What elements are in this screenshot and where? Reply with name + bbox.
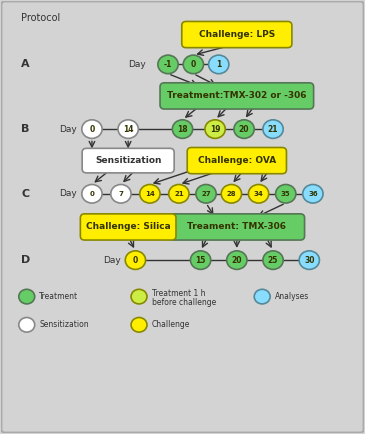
Circle shape — [254, 289, 270, 304]
Text: A: A — [21, 59, 30, 69]
Text: Challenge: LPS: Challenge: LPS — [199, 30, 275, 39]
Circle shape — [172, 120, 193, 138]
FancyBboxPatch shape — [160, 83, 314, 109]
Circle shape — [263, 251, 283, 270]
Text: Day: Day — [59, 189, 77, 198]
Text: Treatment:TMX-302 or -306: Treatment:TMX-302 or -306 — [167, 92, 307, 100]
Text: Protocol: Protocol — [21, 13, 61, 23]
Text: C: C — [21, 189, 30, 199]
Text: 25: 25 — [268, 256, 278, 265]
Circle shape — [131, 289, 147, 304]
Text: 30: 30 — [304, 256, 315, 265]
FancyBboxPatch shape — [187, 148, 287, 174]
Text: 0: 0 — [89, 191, 95, 197]
Text: D: D — [21, 255, 31, 265]
Circle shape — [205, 120, 225, 138]
Text: 0: 0 — [89, 125, 95, 134]
Text: Challenge: Challenge — [152, 320, 190, 329]
Text: Sensitization: Sensitization — [39, 320, 89, 329]
Text: 14: 14 — [123, 125, 134, 134]
Text: 15: 15 — [195, 256, 206, 265]
Circle shape — [303, 184, 323, 203]
Text: before challenge: before challenge — [152, 298, 216, 307]
FancyBboxPatch shape — [82, 148, 174, 173]
Text: 28: 28 — [227, 191, 236, 197]
Text: 0: 0 — [191, 60, 196, 69]
Text: 21: 21 — [268, 125, 278, 134]
Text: 20: 20 — [231, 256, 242, 265]
Text: 34: 34 — [254, 191, 264, 197]
Circle shape — [221, 184, 242, 203]
Text: Sensitization: Sensitization — [95, 156, 161, 165]
Text: Analyses: Analyses — [275, 292, 309, 301]
Circle shape — [299, 251, 319, 270]
Circle shape — [196, 184, 216, 203]
Text: 18: 18 — [177, 125, 188, 134]
Text: Day: Day — [103, 256, 120, 265]
Text: 14: 14 — [145, 191, 155, 197]
Circle shape — [82, 184, 102, 203]
Text: 27: 27 — [201, 191, 211, 197]
Text: 7: 7 — [119, 191, 123, 197]
Text: Treatment: Treatment — [39, 292, 78, 301]
Text: 36: 36 — [308, 191, 318, 197]
Circle shape — [276, 184, 296, 203]
Text: Day: Day — [59, 125, 77, 134]
Text: 0: 0 — [133, 256, 138, 265]
Text: 19: 19 — [210, 125, 220, 134]
Text: -1: -1 — [164, 60, 172, 69]
FancyBboxPatch shape — [169, 214, 304, 240]
Circle shape — [140, 184, 160, 203]
Text: B: B — [21, 124, 30, 134]
Text: Challenge: OVA: Challenge: OVA — [198, 156, 276, 165]
Circle shape — [249, 184, 269, 203]
Circle shape — [234, 120, 254, 138]
Circle shape — [191, 251, 211, 270]
Text: 21: 21 — [174, 191, 184, 197]
Text: 1: 1 — [216, 60, 221, 69]
FancyBboxPatch shape — [182, 21, 292, 48]
FancyBboxPatch shape — [80, 214, 176, 240]
Circle shape — [19, 318, 35, 332]
Circle shape — [208, 55, 229, 74]
Text: Day: Day — [128, 60, 146, 69]
Circle shape — [19, 289, 35, 304]
Circle shape — [169, 184, 189, 203]
Circle shape — [183, 55, 204, 74]
Text: 35: 35 — [281, 191, 291, 197]
Circle shape — [131, 318, 147, 332]
Text: Challenge: Silica: Challenge: Silica — [86, 223, 170, 231]
Circle shape — [227, 251, 247, 270]
Circle shape — [82, 120, 102, 138]
Circle shape — [263, 120, 283, 138]
Text: Treatment 1 h: Treatment 1 h — [152, 289, 205, 298]
Circle shape — [125, 251, 146, 270]
Text: 20: 20 — [239, 125, 249, 134]
Circle shape — [118, 120, 138, 138]
Text: Treament: TMX-306: Treament: TMX-306 — [187, 223, 286, 231]
Circle shape — [158, 55, 178, 74]
Circle shape — [111, 184, 131, 203]
